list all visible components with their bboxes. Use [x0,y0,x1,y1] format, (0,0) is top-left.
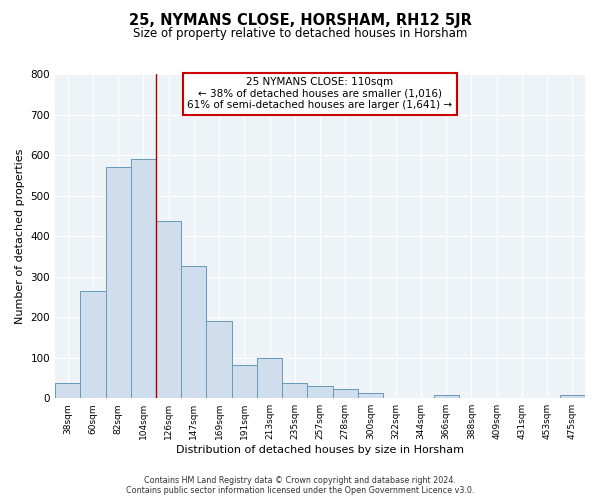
Bar [282,383,307,398]
Bar [434,395,459,398]
Bar [80,291,106,398]
Bar [156,220,181,398]
Text: 25 NYMANS CLOSE: 110sqm
← 38% of detached houses are smaller (1,016)
61% of semi: 25 NYMANS CLOSE: 110sqm ← 38% of detache… [187,77,452,110]
Bar [55,383,80,398]
Bar [332,390,358,398]
Bar [358,394,383,398]
Text: 25, NYMANS CLOSE, HORSHAM, RH12 5JR: 25, NYMANS CLOSE, HORSHAM, RH12 5JR [128,12,472,28]
Bar [106,167,131,398]
Text: Contains HM Land Registry data © Crown copyright and database right 2024.
Contai: Contains HM Land Registry data © Crown c… [126,476,474,495]
Text: Size of property relative to detached houses in Horsham: Size of property relative to detached ho… [133,28,467,40]
Bar [307,386,332,398]
Bar [257,358,282,398]
Bar [206,321,232,398]
Bar [131,159,156,398]
X-axis label: Distribution of detached houses by size in Horsham: Distribution of detached houses by size … [176,445,464,455]
Bar [181,266,206,398]
Bar [560,395,585,398]
Y-axis label: Number of detached properties: Number of detached properties [15,148,25,324]
Bar [232,364,257,398]
